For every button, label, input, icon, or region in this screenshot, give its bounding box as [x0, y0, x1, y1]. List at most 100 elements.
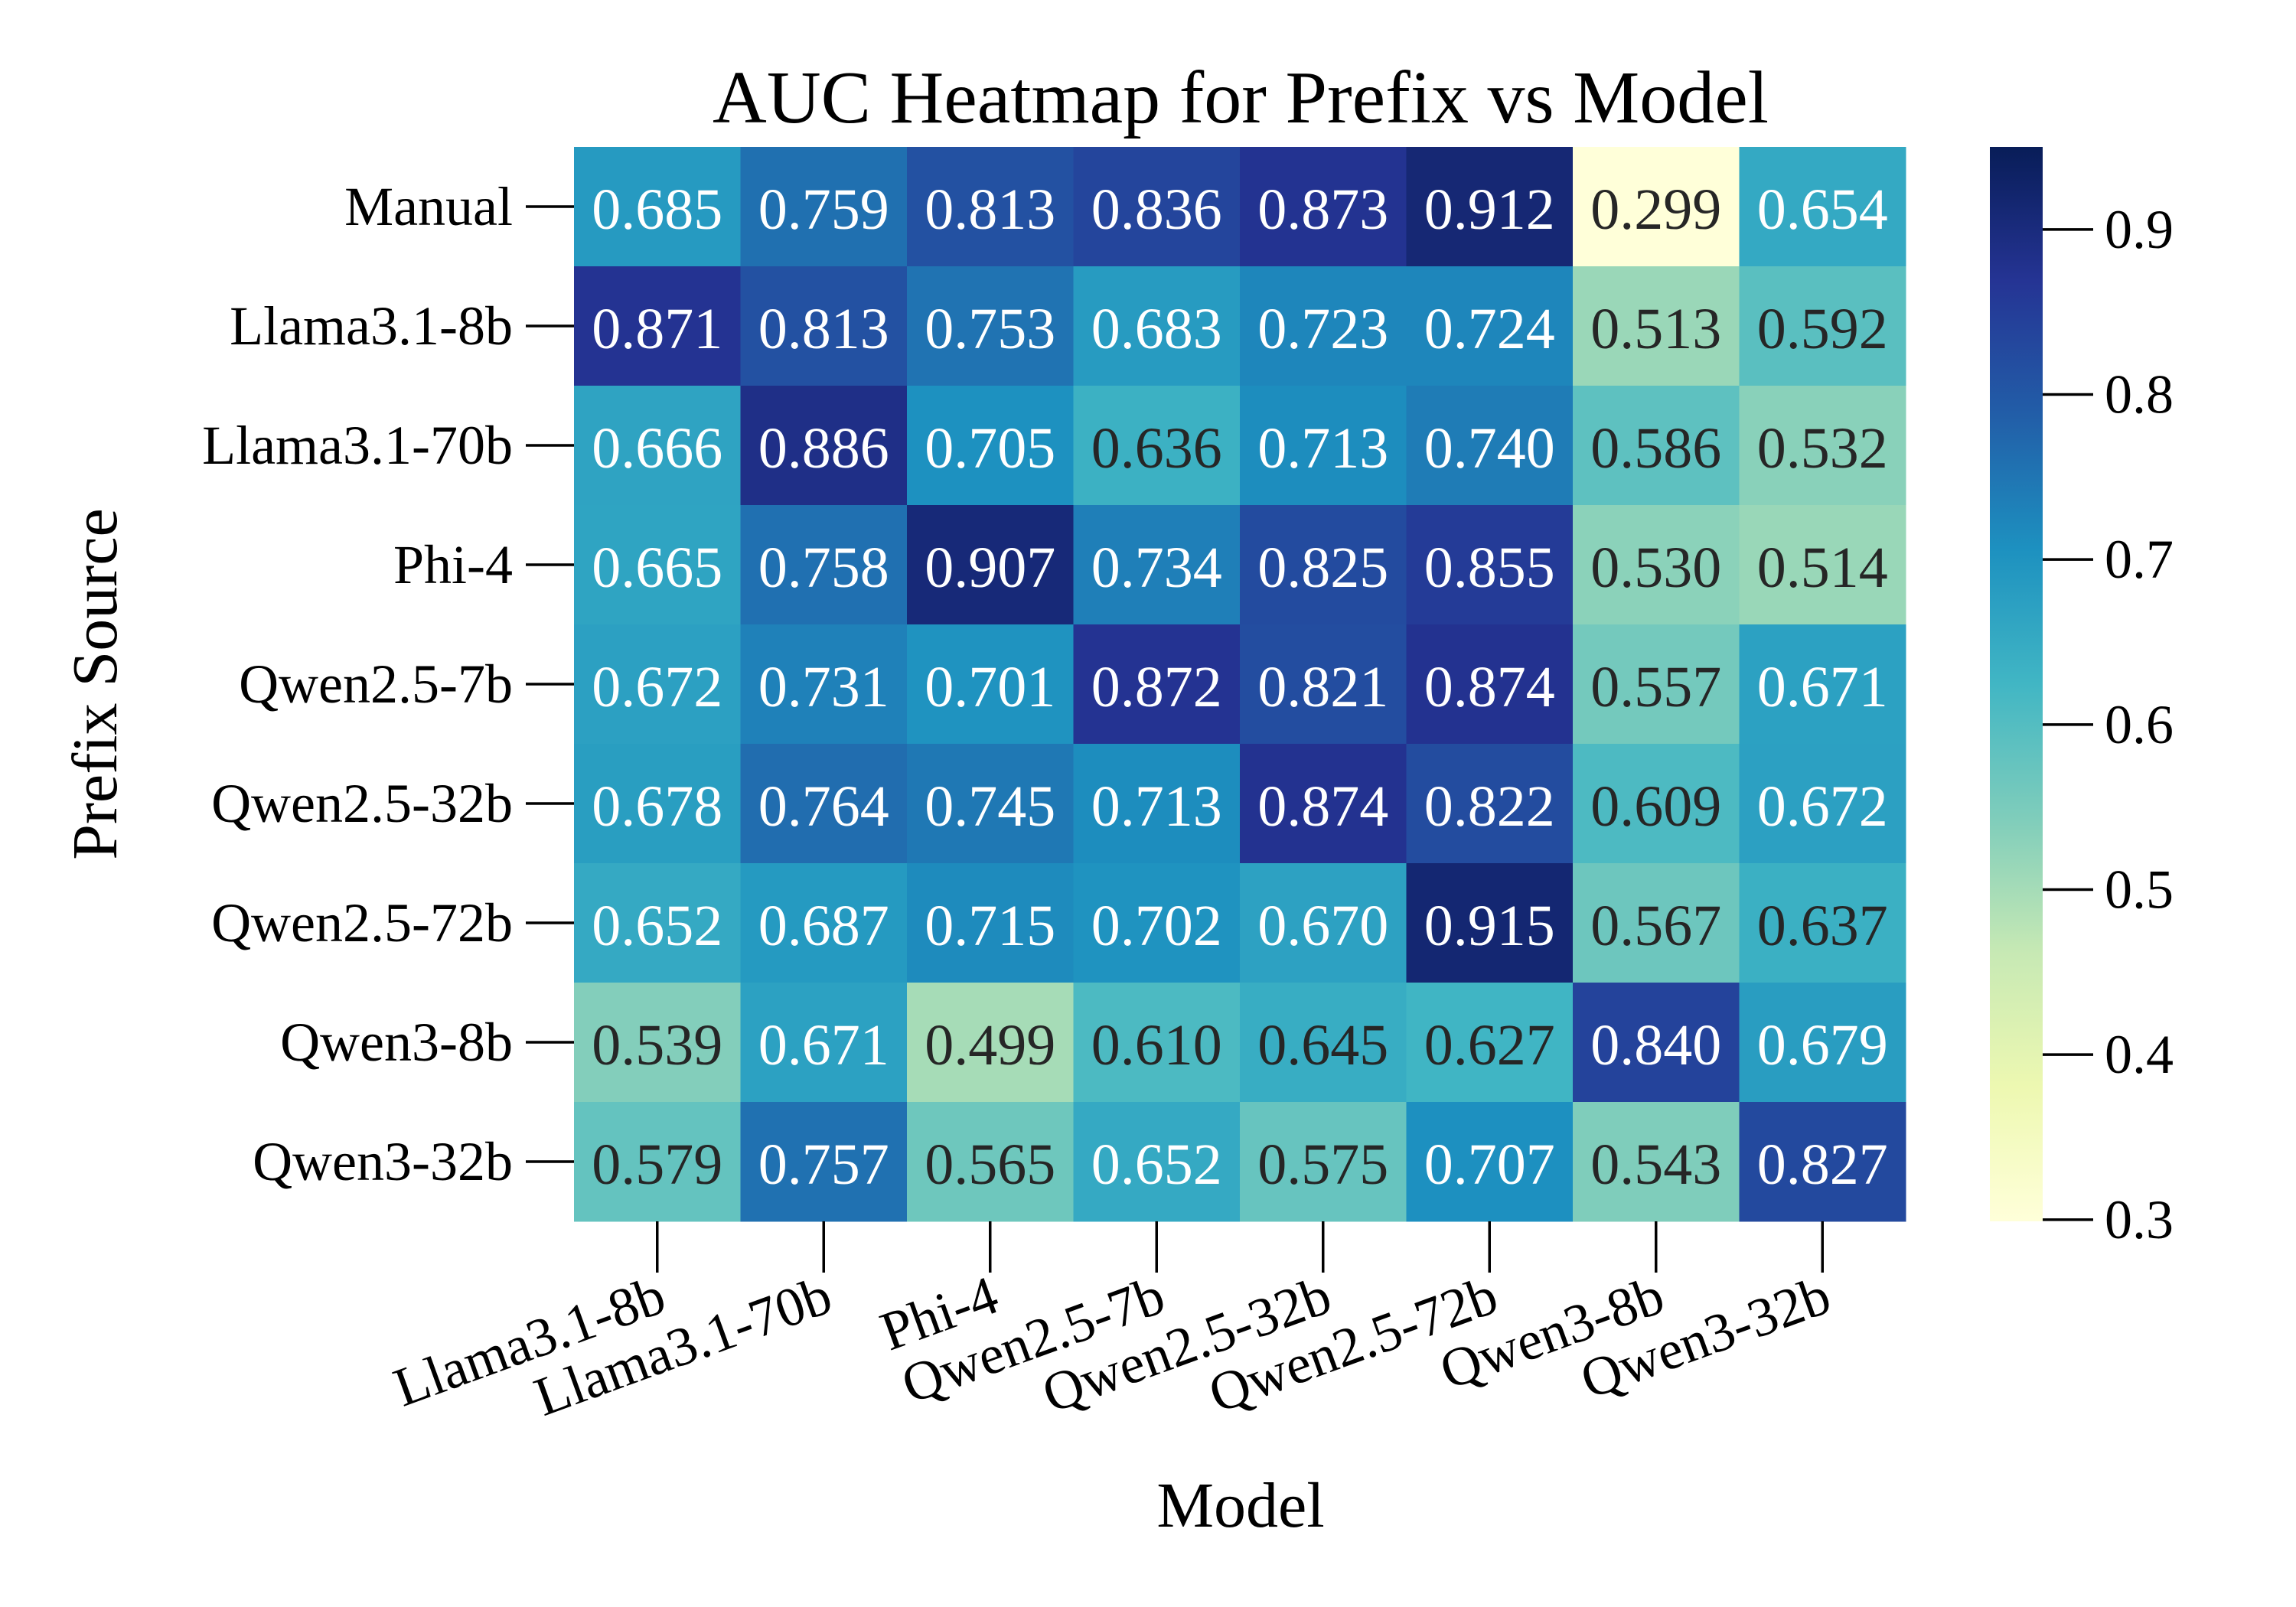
cell-value-label: 0.713 [1091, 774, 1222, 839]
cell-value-label: 0.740 [1424, 416, 1555, 481]
cell-value-label: 0.557 [1590, 655, 1721, 719]
colorbar-tick-label: 0.6 [2105, 694, 2174, 755]
heatmap-cell [907, 624, 1074, 745]
heatmap-cell [1073, 744, 1241, 864]
cell-value-label: 0.855 [1424, 536, 1555, 600]
cell-value-label: 0.610 [1091, 1013, 1222, 1077]
cell-value-label: 0.627 [1424, 1013, 1555, 1077]
cell-value-label: 0.907 [925, 536, 1055, 600]
cell-value-label: 0.666 [592, 416, 722, 481]
heatmap-cell [1573, 505, 1740, 625]
y-tick-label: Llama3.1-8b [230, 295, 513, 357]
heatmap-cell [1240, 744, 1407, 864]
cell-value-label: 0.652 [1091, 1133, 1222, 1197]
colorbar-tick-label: 0.4 [2105, 1024, 2174, 1085]
cell-value-label: 0.679 [1757, 1013, 1888, 1077]
heatmap-cells: 0.685 0.759 0.813 0.836 0.873 0.912 0.299 0.654… [574, 147, 1906, 1222]
cell-value-label: 0.840 [1590, 1013, 1721, 1077]
heatmap-cell [1406, 505, 1574, 625]
cell-value-label: 0.530 [1590, 536, 1721, 600]
cell-value-label: 0.764 [758, 774, 889, 839]
cell-value-label: 0.822 [1424, 774, 1555, 839]
heatmap-cell [1406, 266, 1574, 386]
heatmap-cell [574, 266, 741, 386]
heatmap-cell [1739, 744, 1906, 864]
heatmap-cell [574, 1102, 741, 1222]
heatmap-cell [1073, 386, 1241, 506]
y-tick-label: Qwen3-8b [280, 1012, 513, 1073]
heatmap-cell [1739, 983, 1906, 1103]
cell-value-label: 0.813 [758, 297, 889, 361]
heatmap-cell [907, 1102, 1074, 1222]
heatmap-cell [1573, 983, 1740, 1103]
heatmap-cell [1073, 266, 1241, 386]
cell-value-label: 0.532 [1757, 416, 1888, 481]
cell-value-label: 0.886 [758, 416, 889, 481]
y-tick-label: Phi-4 [393, 534, 513, 595]
heatmap-cell [740, 147, 908, 267]
cell-value-label: 0.723 [1257, 297, 1388, 361]
heatmap-cell [1406, 983, 1574, 1103]
cell-value-label: 0.836 [1091, 178, 1222, 242]
heatmap-cell [1739, 147, 1906, 267]
cell-value-label: 0.514 [1757, 536, 1888, 600]
cell-value-label: 0.586 [1590, 416, 1721, 481]
cell-value-label: 0.734 [1091, 536, 1222, 600]
cell-value-label: 0.579 [592, 1133, 722, 1197]
heatmap-cell [1573, 386, 1740, 506]
colorbar-tick-label: 0.7 [2105, 529, 2174, 590]
heatmap-cell [740, 983, 908, 1103]
heatmap-cell [574, 505, 741, 625]
cell-value-label: 0.654 [1757, 178, 1888, 242]
heatmap-cell [1240, 624, 1407, 745]
heatmap-cell [740, 863, 908, 983]
heatmap-cell [740, 266, 908, 386]
cell-value-label: 0.609 [1590, 774, 1721, 839]
heatmap-cell [574, 147, 741, 267]
cell-value-label: 0.636 [1091, 416, 1222, 481]
cell-value-label: 0.645 [1257, 1013, 1388, 1077]
heatmap-cell [907, 266, 1074, 386]
heatmap-cell [1240, 863, 1407, 983]
x-axis-label: Model [1156, 1470, 1324, 1541]
heatmap-cell [907, 983, 1074, 1103]
heatmap-cell [907, 505, 1074, 625]
cell-value-label: 0.871 [592, 297, 722, 361]
heatmap-cell [1406, 863, 1574, 983]
cell-value-label: 0.813 [925, 178, 1055, 242]
heatmap-cell [1240, 147, 1407, 267]
heatmap-cell [574, 983, 741, 1103]
heatmap-cell [574, 624, 741, 745]
y-tick-label: Qwen3-32b [253, 1131, 513, 1192]
cell-value-label: 0.665 [592, 536, 722, 600]
cell-value-label: 0.567 [1590, 894, 1721, 958]
cell-value-label: 0.825 [1257, 536, 1388, 600]
heatmap-cell [1073, 863, 1241, 983]
cell-value-label: 0.821 [1257, 655, 1388, 719]
heatmap-cell [740, 505, 908, 625]
cell-value-label: 0.873 [1257, 178, 1388, 242]
colorbar-tick-label: 0.3 [2105, 1189, 2174, 1250]
colorbar-tick-label: 0.8 [2105, 364, 2174, 425]
heatmap-cell [1739, 1102, 1906, 1222]
cell-value-label: 0.671 [758, 1013, 889, 1077]
heatmap-cell [1739, 624, 1906, 745]
y-tick-label: Qwen2.5-72b [211, 892, 513, 953]
cell-value-label: 0.672 [592, 655, 722, 719]
cell-value-label: 0.672 [1757, 774, 1888, 839]
cell-value-label: 0.724 [1424, 297, 1555, 361]
cell-value-label: 0.745 [925, 774, 1055, 839]
cell-value-label: 0.713 [1257, 416, 1388, 481]
heatmap-cell [574, 744, 741, 864]
heatmap-cell [1739, 386, 1906, 506]
heatmap-cell [1739, 266, 1906, 386]
cell-value-label: 0.874 [1257, 774, 1388, 839]
heatmap-cell [1406, 386, 1574, 506]
heatmap-cell [1073, 1102, 1241, 1222]
heatmap-cell [1406, 744, 1574, 864]
heatmap-cell [1739, 505, 1906, 625]
cell-value-label: 0.758 [758, 536, 889, 600]
heatmap-cell [907, 386, 1074, 506]
heatmap-cell [907, 863, 1074, 983]
